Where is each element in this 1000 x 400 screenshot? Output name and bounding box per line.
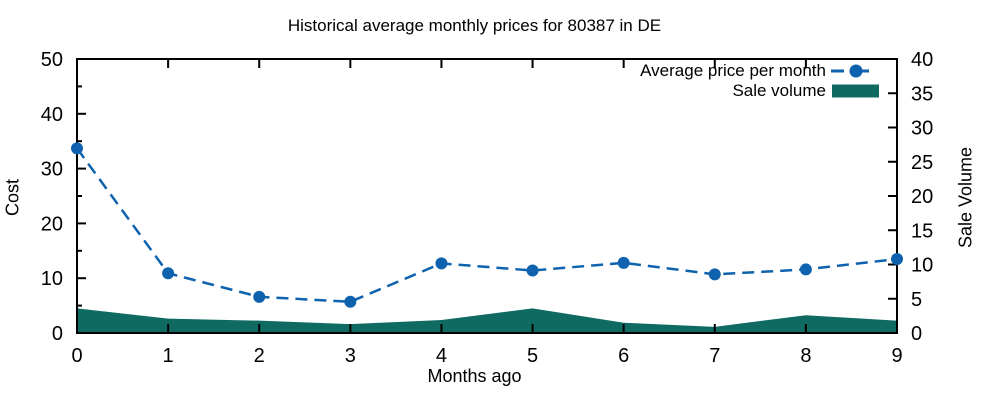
y-right-tick-label: 5	[911, 289, 922, 311]
x-tick-label: 2	[254, 345, 265, 367]
price-point-marker	[617, 256, 630, 269]
chart-title: Historical average monthly prices for 80…	[287, 16, 662, 35]
legend-volume-swatch	[832, 84, 879, 98]
y-right-tick-label: 30	[911, 118, 933, 140]
y-left-tick-label: 10	[41, 268, 63, 290]
x-tick-label: 4	[436, 345, 447, 367]
price-line	[75, 147, 898, 304]
y-right-tick-label: 15	[911, 220, 933, 242]
y-right-tick-label: 40	[911, 49, 933, 71]
y-right-tick-label: 35	[911, 83, 933, 105]
price-point-marker	[162, 267, 175, 280]
y-left-tick-label: 0	[52, 323, 63, 345]
x-tick-label: 1	[163, 345, 174, 367]
x-tick-label: 5	[527, 345, 538, 367]
x-tick-label: 0	[71, 345, 82, 367]
price-point-marker	[71, 142, 83, 155]
price-point-marker	[799, 263, 812, 276]
x-tick-label: 3	[345, 345, 356, 367]
price-point-marker	[526, 264, 539, 277]
y-axis-left-label: Cost	[2, 179, 23, 217]
price-point-marker	[708, 268, 721, 281]
y-left-tick-label: 50	[41, 49, 63, 71]
sale-volume-area	[77, 308, 897, 333]
y-left-tick-label: 30	[41, 159, 63, 181]
y-left-tick-label: 20	[41, 213, 63, 235]
legend-label-volume: Sale volume	[732, 81, 826, 100]
price-point-marker	[435, 257, 448, 270]
x-tick-label: 9	[891, 345, 902, 367]
price-point-marker	[891, 253, 903, 266]
y-right-tick-label: 25	[911, 152, 933, 174]
legend-price-marker-sample	[849, 64, 863, 78]
y-right-tick-label: 0	[911, 323, 922, 345]
y-right-tick-label: 20	[911, 186, 933, 208]
price-point-marker	[253, 290, 266, 303]
x-tick-label: 6	[618, 345, 629, 367]
x-axis-label: Months ago	[427, 366, 522, 386]
y-left-tick-label: 40	[41, 104, 63, 126]
price-point-marker	[344, 295, 357, 308]
y-axis-right-label: Sale Volume	[955, 146, 976, 249]
x-tick-label: 7	[709, 345, 720, 367]
legend-label-price: Average price per month	[640, 61, 826, 80]
y-right-tick-label: 10	[911, 255, 933, 277]
x-tick-label: 8	[800, 345, 811, 367]
